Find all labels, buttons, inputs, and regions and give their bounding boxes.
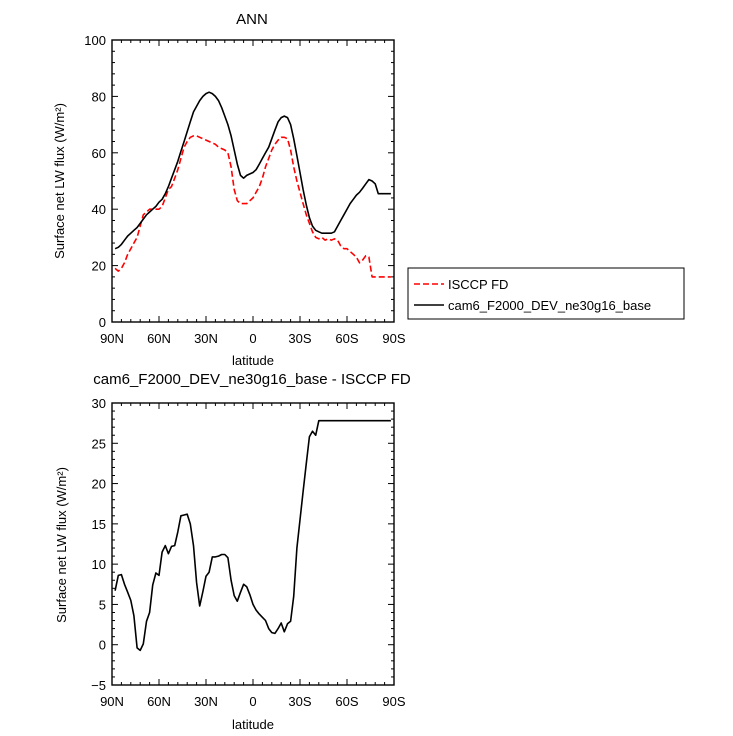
chart-top-xtick-label: 90S	[382, 331, 405, 346]
chart-bottom-xtick-label: 60S	[335, 694, 358, 709]
chart-bottom-xtick-label: 90S	[382, 694, 405, 709]
chart-bottom-ylabel: Surface net LW flux (W/m²)	[54, 467, 69, 623]
chart-bottom-series	[114, 419, 391, 652]
chart-top-xtick-label: 0	[249, 331, 256, 346]
chart-bottom-xlabel: latitude	[232, 717, 274, 732]
chart-top-legend: ISCCP FD cam6_F2000_DEV_ne30g16_base	[407, 267, 685, 320]
chart-top-title: ANN	[236, 11, 268, 28]
legend-box	[407, 267, 685, 320]
chart-top-series-line-1	[114, 91, 391, 250]
chart-bottom-xtick-label: 90N	[100, 694, 124, 709]
chart-bottom-ytick-label: 5	[99, 597, 106, 612]
chart-bottom-xtick-label: 30S	[288, 694, 311, 709]
chart-top-xlabel: latitude	[232, 353, 274, 368]
chart-top-xtick-label: 60S	[335, 331, 358, 346]
chart-bottom-ytick-label: 15	[92, 517, 106, 532]
chart-bottom: cam6_F2000_DEV_ne30g16_base - ISCCP FD 9…	[54, 371, 411, 732]
legend-label-cam6: cam6_F2000_DEV_ne30g16_base	[448, 298, 651, 313]
chart-top-ytick-label: 20	[92, 259, 106, 274]
chart-top-ytick-label: 100	[84, 33, 106, 48]
chart-bottom-title: cam6_F2000_DEV_ne30g16_base - ISCCP FD	[93, 371, 411, 388]
chart-top-ytick-label: 60	[92, 146, 106, 161]
chart-bottom-axes: 90N 60N 30N 0 30S 60S 90S −5 0 5 10 15 20 25 30	[91, 396, 406, 709]
chart-top-ytick-label: 80	[92, 89, 106, 104]
chart-top-ytick-label: 0	[99, 315, 106, 330]
chart-top-xtick-label: 60N	[147, 331, 171, 346]
chart-top-xtick-label: 30S	[288, 331, 311, 346]
legend-label-isccp: ISCCP FD	[448, 277, 508, 292]
chart-top-ytick-label: 40	[92, 202, 106, 217]
chart-top-xtick-label: 30N	[194, 331, 218, 346]
chart-bottom-ytick-label: −5	[91, 678, 106, 693]
chart-top-series-line-0	[114, 135, 391, 278]
chart-top-plot-frame	[111, 39, 395, 323]
chart-top-ylabel: Surface net LW flux (W/m²)	[52, 103, 67, 259]
chart-top-axes: 90N 60N 30N 0 30S 60S 90S 0 20 40 60 80 100	[84, 33, 406, 346]
chart-bottom-plot-frame	[111, 402, 395, 686]
chart-bottom-xtick-label: 60N	[147, 694, 171, 709]
chart-bottom-xtick-label: 0	[249, 694, 256, 709]
chart-bottom-ytick-label: 20	[92, 477, 106, 492]
chart-bottom-ytick-label: 0	[99, 638, 106, 653]
chart-top: ANN 90N 60N 30N 0 30S 60S 90S 0 20 40 60 80 100 Surf…	[52, 11, 685, 368]
chart-bottom-xtick-label: 30N	[194, 694, 218, 709]
chart-bottom-ytick-label: 10	[92, 557, 106, 572]
chart-top-xtick-label: 90N	[100, 331, 124, 346]
chart-bottom-ytick-label: 25	[92, 436, 106, 451]
chart-bottom-ytick-label: 30	[92, 396, 106, 411]
chart-top-series	[114, 91, 391, 278]
chart-bottom-series-line-0	[114, 419, 391, 652]
